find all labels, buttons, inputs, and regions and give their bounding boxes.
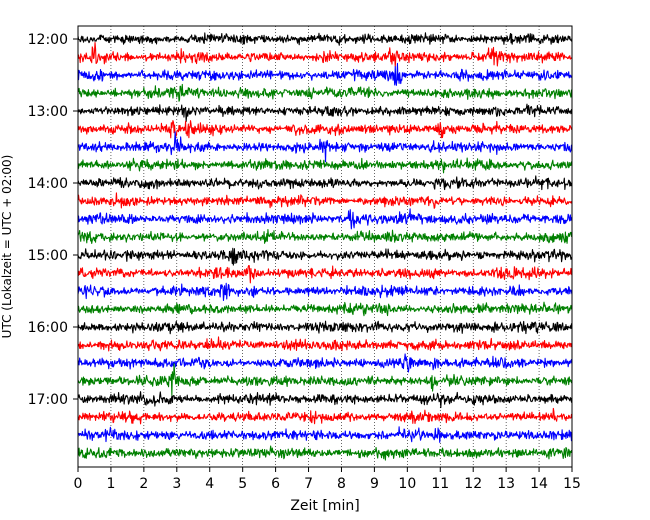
trace-1530 — [77, 282, 573, 301]
trace-1445 — [77, 228, 573, 244]
x-tick-label-13: 13 — [497, 476, 515, 492]
trace-1400 — [77, 175, 573, 191]
x-tick-label-12: 12 — [464, 476, 482, 492]
x-tick-label-4: 4 — [205, 476, 214, 492]
x-tick-label-15: 15 — [563, 476, 581, 492]
x-tick-label-5: 5 — [238, 476, 247, 492]
trace-1345 — [77, 157, 573, 174]
seismogram-traces — [77, 32, 573, 461]
trace-1230 — [77, 62, 573, 86]
y-axis-ticks: 12:00 13:00 14:00 15:00 16:00 17:00 — [28, 32, 78, 408]
trace-1730 — [77, 426, 573, 443]
trace-1600 — [77, 320, 573, 335]
x-tick-label-1: 1 — [106, 476, 115, 492]
trace-1415 — [77, 192, 573, 209]
x-tick-label-2: 2 — [139, 476, 148, 492]
x-tick-label-6: 6 — [271, 476, 280, 492]
trace-1245 — [77, 83, 573, 102]
trace-1745 — [77, 445, 573, 461]
trace-1700 — [77, 391, 573, 409]
x-tick-label-0: 0 — [74, 476, 83, 492]
x-axis-label: Zeit [min] — [290, 498, 359, 514]
trace-1715 — [77, 407, 573, 425]
y-tick-label-1600: 16:00 — [28, 320, 68, 336]
trace-1515 — [77, 265, 573, 284]
y-axis-label: UTC (Lokalzeit = UTC + 02:00) — [0, 155, 14, 339]
x-tick-label-9: 9 — [370, 476, 379, 492]
trace-1215 — [77, 41, 573, 67]
x-tick-label-8: 8 — [337, 476, 346, 492]
trace-1615 — [77, 336, 573, 352]
trace-1300 — [77, 103, 573, 123]
x-tick-label-14: 14 — [530, 476, 548, 492]
trace-1430 — [77, 208, 573, 230]
plot-frame — [77, 25, 573, 468]
y-tick-label-1700: 17:00 — [28, 392, 68, 408]
y-tick-label-1300: 13:00 — [28, 104, 68, 120]
x-tick-label-11: 11 — [431, 476, 449, 492]
x-tick-label-10: 10 — [398, 476, 416, 492]
trace-1315 — [77, 120, 573, 139]
trace-1330 — [77, 131, 573, 163]
trace-1630 — [77, 353, 573, 373]
x-axis-ticks: 0 1 2 3 4 5 6 7 8 9 10 11 12 13 14 15 — [74, 467, 581, 492]
trace-1200 — [77, 32, 573, 46]
x-tick-label-3: 3 — [172, 476, 181, 492]
trace-1645 — [77, 363, 573, 396]
y-tick-label-1500: 15:00 — [28, 248, 68, 264]
x-tick-label-7: 7 — [304, 476, 313, 492]
trace-1545 — [77, 301, 573, 317]
y-tick-label-1400: 14:00 — [28, 176, 68, 192]
y-tick-label-1200: 12:00 — [28, 32, 68, 48]
trace-1500 — [77, 247, 573, 266]
